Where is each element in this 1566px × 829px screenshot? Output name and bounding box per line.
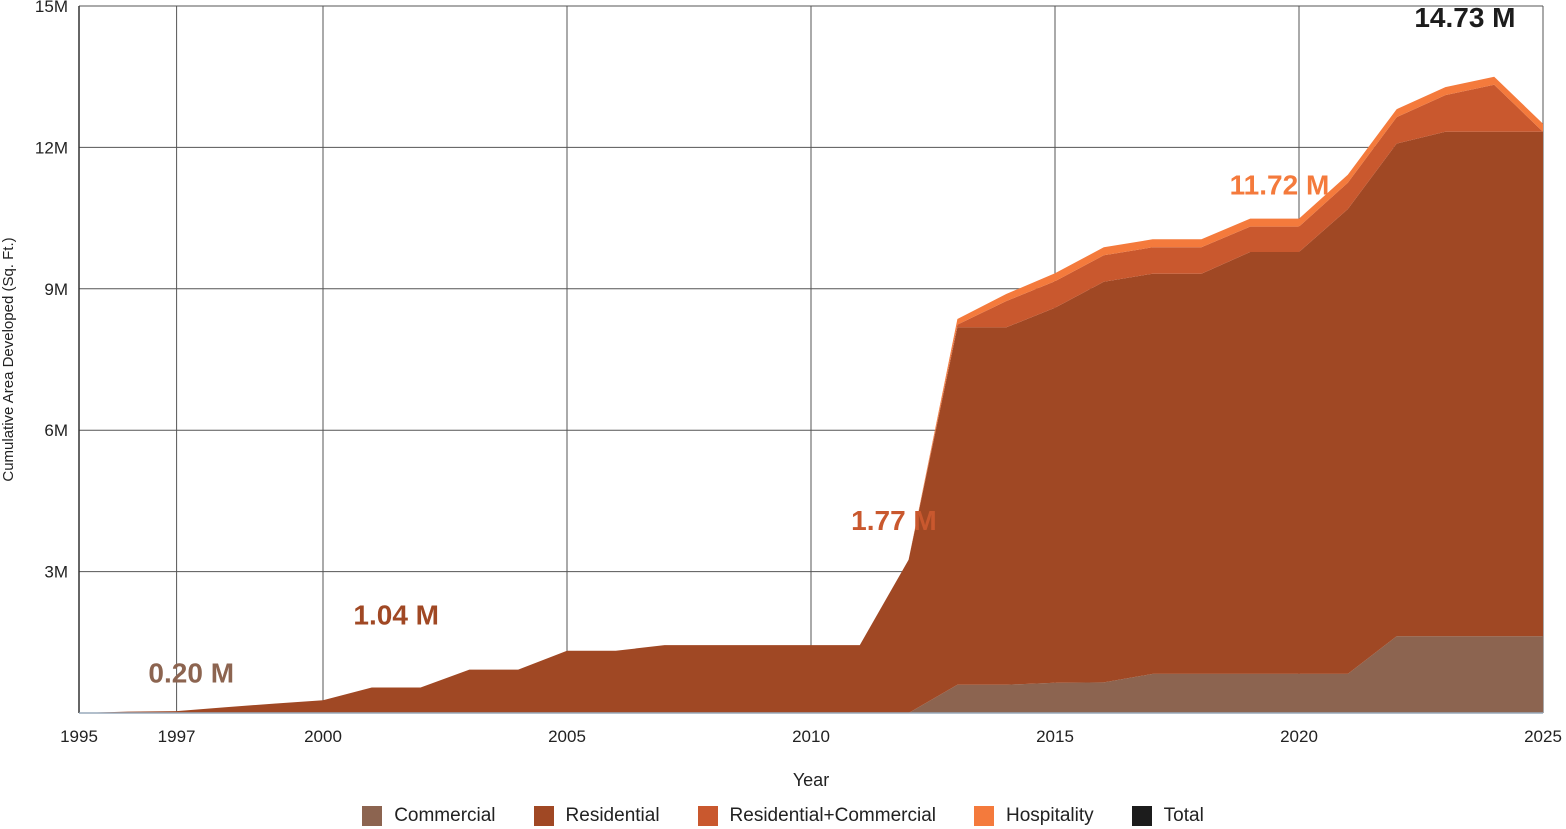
legend-label: Residential <box>565 805 660 826</box>
value-annotation: 1.04 M <box>353 599 439 630</box>
x-tick-label: 2015 <box>1036 727 1074 746</box>
legend-item: Commercial <box>362 805 496 827</box>
value-annotation: 14.73 M <box>1414 2 1515 33</box>
x-tick-label: 2020 <box>1280 727 1318 746</box>
legend-item: Residential+Commercial <box>697 805 936 827</box>
x-axis-label: Year <box>793 770 829 790</box>
y-tick-label: 15M <box>35 0 68 16</box>
annotations: 0.20 M 1.04 M 1.77 M 11.72 M 14.73 M <box>148 2 1515 688</box>
legend-item: Hospitality <box>974 805 1094 827</box>
legend-label: Residential+Commercial <box>729 805 936 826</box>
area-residential <box>79 131 1543 714</box>
legend: Commercial Residential Residential+Commerc… <box>0 805 1566 827</box>
legend-swatch <box>362 806 383 826</box>
legend-swatch <box>697 806 718 826</box>
x-axis-ticks: 1995 1997 2000 2005 2010 2015 2020 2025 <box>60 727 1562 746</box>
y-tick-label: 9M <box>44 280 68 299</box>
legend-label: Hospitality <box>1006 805 1094 826</box>
legend-item: Residential <box>533 805 660 827</box>
legend-swatch <box>974 806 994 826</box>
area-commercial <box>79 636 1543 713</box>
legend-swatch <box>533 806 554 826</box>
value-annotation: 0.20 M <box>148 657 234 688</box>
legend-item: Total <box>1131 805 1204 827</box>
y-axis-label: Cumulative Area Developed (Sq. Ft.) <box>0 237 17 481</box>
legend-swatch <box>1131 806 1152 826</box>
y-tick-label: 3M <box>44 563 68 582</box>
x-tick-label: 2000 <box>304 727 342 746</box>
x-tick-label: 2025 <box>1524 727 1562 746</box>
y-tick-label: 6M <box>44 421 68 440</box>
axes <box>78 6 1543 714</box>
value-annotation: 1.77 M <box>851 505 937 536</box>
x-tick-label: 2010 <box>792 727 830 746</box>
y-tick-label: 12M <box>35 138 68 157</box>
legend-label: Commercial <box>394 805 496 826</box>
x-tick-label: 1995 <box>60 727 98 746</box>
y-axis-ticks: 3M 6M 9M 12M 15M <box>35 0 68 582</box>
x-tick-label: 2005 <box>548 727 586 746</box>
value-annotation: 11.72 M <box>1230 170 1330 201</box>
legend-label: Total <box>1163 805 1204 826</box>
x-tick-label: 1997 <box>158 727 196 746</box>
area-series <box>79 76 1543 714</box>
